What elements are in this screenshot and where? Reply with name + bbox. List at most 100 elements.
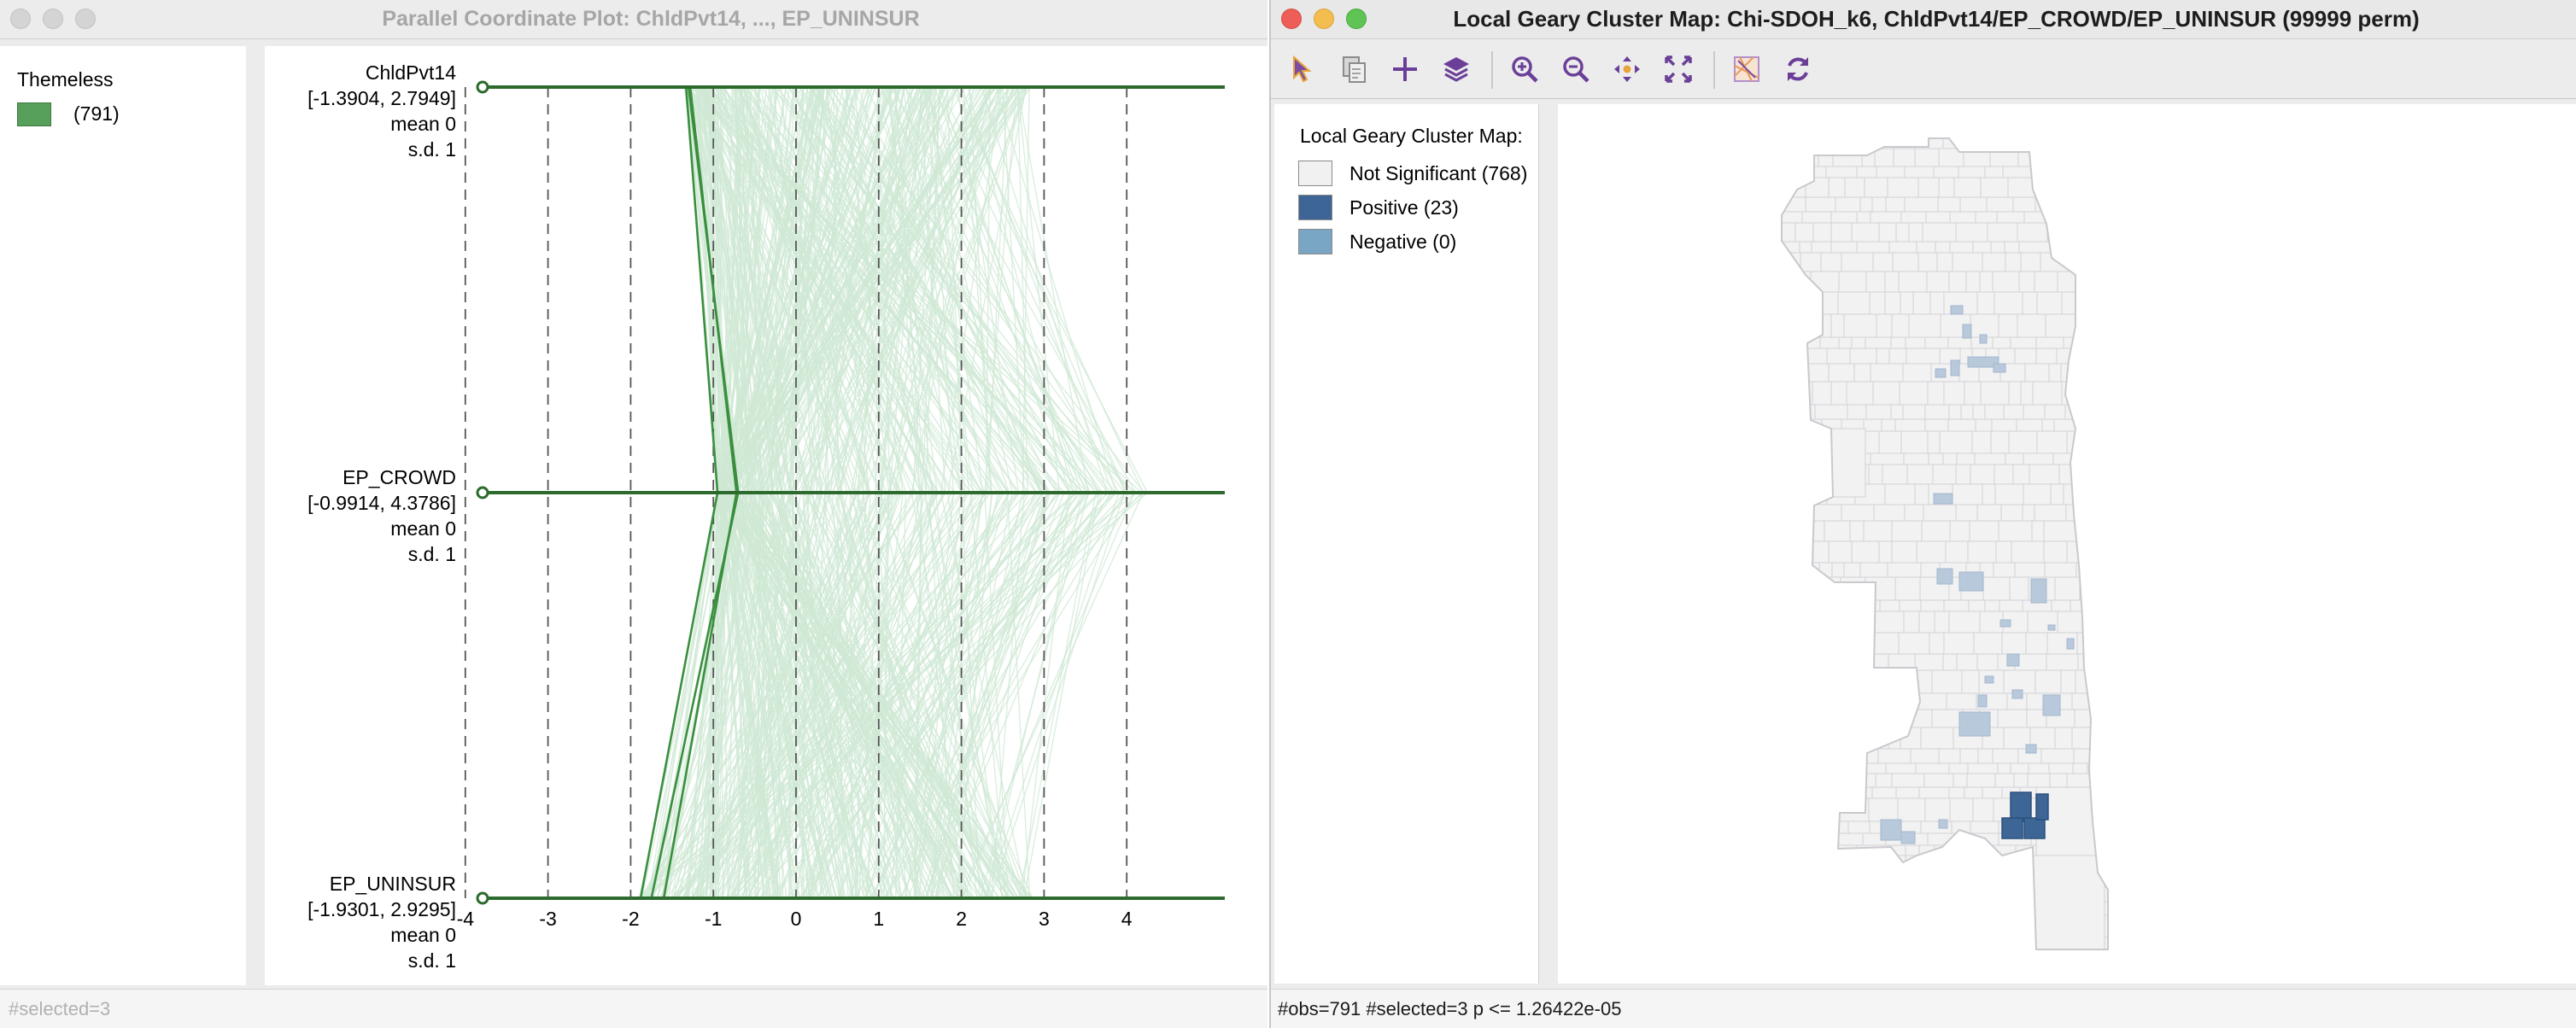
chicago-tract-map[interactable]	[1558, 104, 2576, 984]
pcp-var-sd: s.d. 1	[407, 138, 456, 161]
census-tract	[1976, 653, 1999, 671]
legend-swatch[interactable]	[1298, 229, 1332, 254]
pcp-legend-swatch[interactable]	[17, 102, 51, 126]
layers-icon[interactable]	[1437, 50, 1476, 89]
census-tract	[2010, 336, 2037, 349]
census-tract	[2024, 363, 2050, 383]
census-tract	[2076, 363, 2108, 383]
census-tract	[1956, 653, 1978, 671]
census-tract	[1967, 879, 1992, 902]
census-tract	[2096, 562, 2108, 578]
census-tract	[1998, 313, 2018, 338]
tick-label: -3	[539, 908, 556, 930]
census-tract	[1986, 196, 2014, 213]
pcp-legend-title: Themeless	[17, 68, 114, 91]
census-tract	[2095, 576, 2108, 601]
pcp-chart[interactable]: -4 -3 -2 -1 0 1 2 3 4	[265, 46, 1268, 985]
census-tract	[1800, 348, 1828, 365]
basemap-icon[interactable]	[1727, 50, 1766, 89]
census-tract	[1856, 241, 1890, 254]
census-tract	[1789, 692, 1815, 710]
pcp-var-name: EP_UNINSUR	[329, 873, 456, 895]
census-tract	[1980, 381, 2010, 406]
census-tract	[1964, 786, 1983, 799]
census-tract	[1812, 291, 1839, 315]
census-tract	[1858, 869, 1876, 881]
census-tract	[1822, 786, 1855, 799]
refresh-icon[interactable]	[1778, 50, 1818, 89]
zoom-button[interactable]	[1346, 9, 1367, 29]
census-tract	[2000, 504, 2023, 522]
census-tract	[1795, 363, 1830, 383]
census-tract	[1859, 773, 1876, 788]
legend-swatch[interactable]	[1298, 195, 1332, 220]
census-tract	[1868, 464, 1883, 485]
plus-icon[interactable]	[1385, 50, 1425, 89]
census-tract	[2048, 196, 2075, 213]
census-tract	[2094, 177, 2108, 198]
census-tract	[1902, 937, 1935, 949]
census-tract	[2115, 178, 2145, 197]
census-tract	[1782, 504, 1784, 522]
census-tract	[2049, 773, 2068, 788]
lg-status-bar: #obs=791 #selected=3 p <= 1.26422e-05	[1271, 989, 2576, 1028]
census-tract	[1994, 483, 2024, 505]
fit-extent-icon[interactable]	[1659, 50, 1698, 89]
minimize-button[interactable]	[43, 9, 63, 29]
tick-label: 1	[873, 908, 884, 930]
census-tract	[2097, 404, 2108, 420]
light-cluster-tract	[2042, 694, 2061, 716]
census-tract	[1782, 291, 1788, 315]
census-tract	[1800, 914, 1822, 938]
census-tract	[1812, 669, 1832, 694]
census-tract	[1813, 632, 1841, 655]
cluster-map-canvas[interactable]	[1558, 104, 2576, 984]
census-tract	[2029, 953, 2043, 967]
census-tract	[2048, 762, 2074, 774]
census-tract	[1803, 937, 1817, 949]
census-tract	[1782, 464, 1792, 485]
census-tract	[2010, 953, 2029, 967]
light-cluster-tract	[1880, 819, 1902, 841]
legend-swatch[interactable]	[1298, 161, 1332, 186]
census-tract	[2099, 709, 2108, 728]
census-tract	[2115, 611, 2138, 633]
pcp-titlebar[interactable]: Parallel Coordinate Plot: ChldPvt14, ...…	[0, 0, 1268, 39]
close-button[interactable]	[10, 9, 31, 29]
pcp-plot-area[interactable]: ChldPvt14 [-1.3904, 2.7949] mean 0 s.d. …	[265, 46, 1268, 985]
lg-titlebar[interactable]: Local Geary Cluster Map: Chi-SDOH_k6, Ch…	[1271, 0, 2576, 39]
census-tract	[1820, 914, 1853, 938]
census-tract	[2025, 632, 2048, 655]
zoom-button[interactable]	[75, 9, 96, 29]
zoom-in-icon[interactable]	[1505, 50, 1544, 89]
census-tract	[1947, 336, 1972, 349]
census-tract	[2107, 520, 2108, 542]
minimize-button[interactable]	[1314, 9, 1334, 29]
census-tract	[1968, 599, 1986, 612]
census-tract	[1844, 177, 1865, 198]
close-button[interactable]	[1281, 9, 1302, 29]
census-tract	[1811, 797, 1840, 822]
census-tract	[1894, 418, 1926, 432]
census-tract	[1803, 610, 1818, 634]
tick-label: -2	[622, 908, 639, 930]
census-tract	[1849, 348, 1877, 365]
zoom-out-icon[interactable]	[1556, 50, 1595, 89]
census-tract	[1816, 576, 1841, 601]
census-tract	[2084, 336, 2108, 349]
census-tract	[1814, 404, 1848, 420]
pointer-icon[interactable]	[1283, 50, 1322, 89]
positive-cluster-tract	[2010, 791, 2032, 822]
census-tract	[1892, 252, 1919, 272]
pan-icon[interactable]	[1607, 50, 1647, 89]
census-tract	[2017, 313, 2046, 338]
census-tract	[1974, 453, 2006, 465]
census-tract	[2067, 148, 2081, 167]
census-tract	[2035, 348, 2058, 365]
census-tract	[1922, 222, 1957, 242]
light-cluster-tract	[1999, 619, 2011, 628]
census-tract	[1899, 381, 1929, 406]
copy-icon[interactable]	[1334, 50, 1373, 89]
census-tract	[1900, 291, 1914, 315]
positive-cluster-tract	[2035, 793, 2049, 821]
